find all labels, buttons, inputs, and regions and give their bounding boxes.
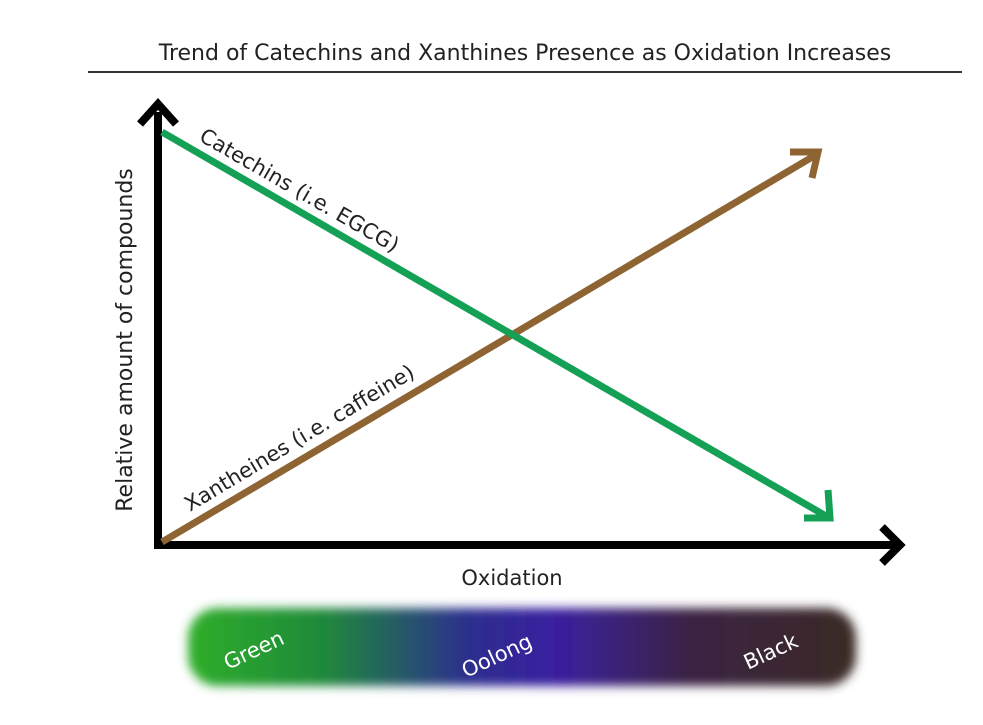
oxidation-gradient xyxy=(188,608,856,686)
xanthines-arrow xyxy=(790,148,823,179)
x-axis-label: Oxidation xyxy=(461,566,562,590)
xanthines-line xyxy=(160,152,816,546)
title: Trend of Catechins and Xanthines Presenc… xyxy=(158,41,892,66)
x-arrow xyxy=(879,524,906,566)
xanthines-label: Xantheines (i.e. caffeine) xyxy=(180,360,418,516)
catechins-line xyxy=(160,128,828,520)
y-arrow xyxy=(137,98,179,127)
catechins-arrow xyxy=(804,489,834,522)
y-axis-label: Relative amount of compounds xyxy=(113,168,138,512)
catechins-label: Catechins (i.e. EGCG) xyxy=(196,124,404,258)
